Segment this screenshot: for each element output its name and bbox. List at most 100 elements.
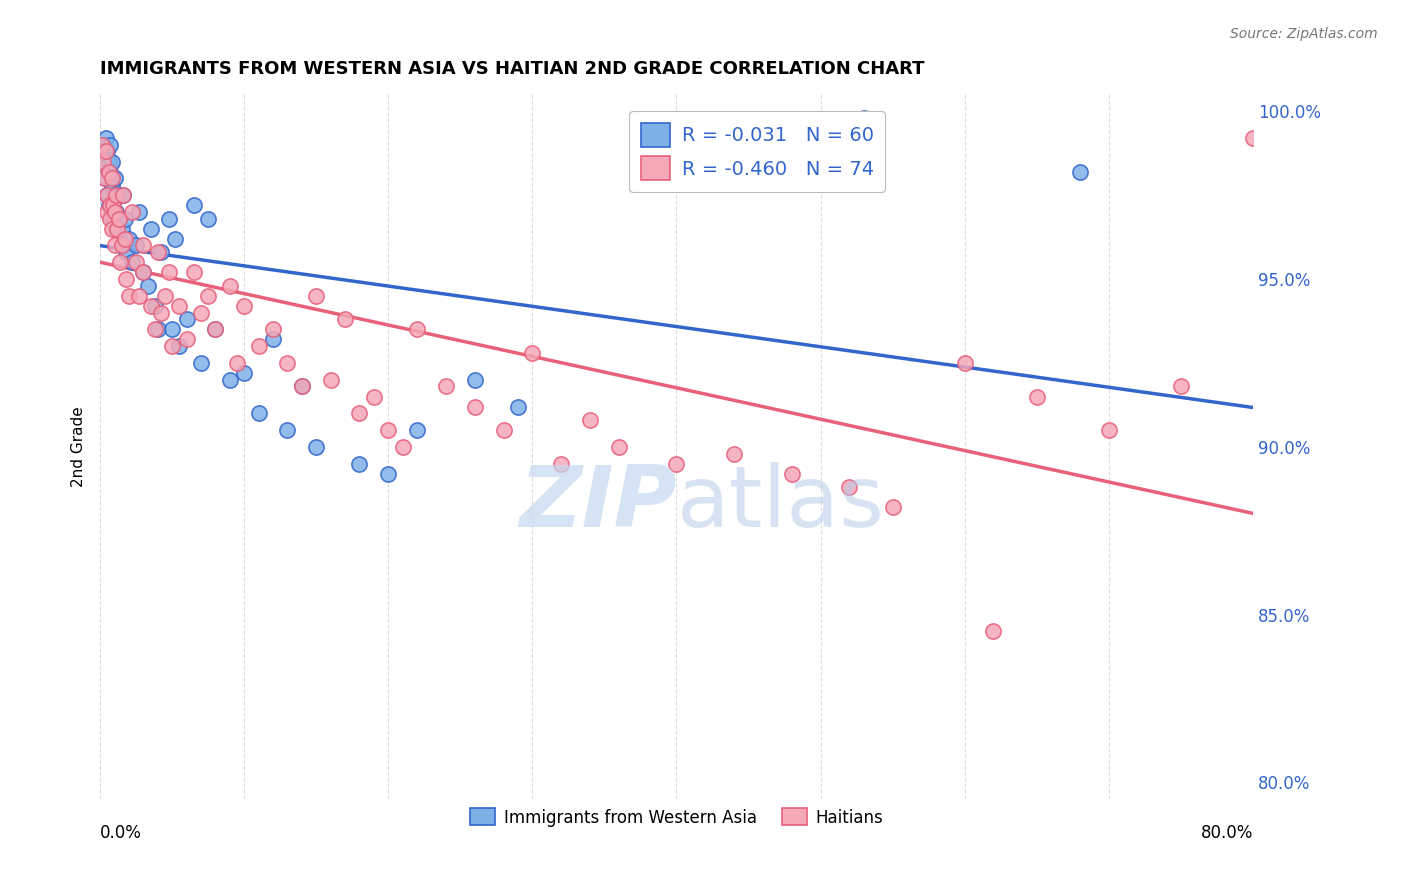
Point: [128, 289, 150, 303]
Point: [94, 171, 117, 186]
Point: [114, 232, 136, 246]
Point: [262, 333, 284, 347]
Point: [218, 278, 240, 293]
Point: [108, 211, 131, 226]
Point: [176, 333, 198, 347]
Point: [94, 145, 117, 159]
Point: [112, 188, 135, 202]
Point: [146, 245, 169, 260]
Point: [305, 289, 328, 303]
Point: [157, 211, 180, 226]
Point: [98, 164, 121, 178]
Point: [953, 356, 976, 370]
Point: [100, 171, 122, 186]
Point: [218, 373, 240, 387]
Point: [121, 255, 143, 269]
Point: [100, 178, 122, 192]
Point: [522, 346, 544, 360]
Point: [377, 423, 399, 437]
Point: [103, 188, 125, 202]
Point: [305, 440, 328, 454]
Point: [406, 322, 429, 336]
Point: [100, 205, 122, 219]
Point: [1069, 164, 1091, 178]
Point: [93, 137, 115, 152]
Point: [169, 339, 191, 353]
Point: [723, 446, 745, 460]
Text: 80.0%: 80.0%: [1201, 824, 1253, 842]
Point: [165, 232, 187, 246]
Point: [233, 299, 256, 313]
Point: [96, 188, 118, 202]
Point: [114, 211, 136, 226]
Point: [125, 238, 148, 252]
Point: [125, 255, 148, 269]
Point: [176, 312, 198, 326]
Point: [94, 131, 117, 145]
Point: [100, 221, 122, 235]
Point: [107, 188, 129, 202]
Point: [1241, 131, 1264, 145]
Point: [291, 379, 314, 393]
Point: [550, 457, 572, 471]
Point: [97, 164, 120, 178]
Point: [153, 289, 176, 303]
Point: [838, 480, 860, 494]
Point: [157, 265, 180, 279]
Point: [111, 238, 134, 252]
Point: [128, 205, 150, 219]
Point: [247, 406, 270, 420]
Point: [406, 423, 429, 437]
Point: [139, 299, 162, 313]
Point: [136, 278, 159, 293]
Point: [160, 322, 183, 336]
Point: [149, 245, 172, 260]
Legend: Immigrants from Western Asia, Haitians: Immigrants from Western Asia, Haitians: [464, 802, 890, 833]
Point: [291, 379, 314, 393]
Point: [506, 400, 529, 414]
Point: [108, 211, 131, 226]
Point: [197, 289, 219, 303]
Point: [97, 198, 120, 212]
Point: [190, 356, 212, 370]
Point: [101, 198, 124, 212]
Point: [169, 299, 191, 313]
Point: [226, 356, 249, 370]
Point: [149, 305, 172, 319]
Text: atlas: atlas: [676, 462, 884, 545]
Point: [391, 440, 413, 454]
Point: [146, 322, 169, 336]
Point: [607, 440, 630, 454]
Point: [1170, 379, 1192, 393]
Point: [118, 289, 141, 303]
Point: [110, 188, 132, 202]
Point: [112, 188, 135, 202]
Point: [665, 457, 688, 471]
Point: [103, 238, 125, 252]
Point: [852, 111, 875, 125]
Point: [276, 423, 298, 437]
Point: [143, 299, 166, 313]
Point: [262, 322, 284, 336]
Point: [104, 221, 127, 235]
Point: [110, 255, 132, 269]
Point: [132, 265, 155, 279]
Point: [115, 272, 138, 286]
Point: [363, 390, 385, 404]
Point: [96, 145, 118, 159]
Point: [276, 356, 298, 370]
Point: [204, 322, 226, 336]
Point: [183, 265, 205, 279]
Point: [1098, 423, 1121, 437]
Point: [780, 467, 803, 481]
Point: [100, 154, 122, 169]
Point: [104, 188, 127, 202]
Text: ZIP: ZIP: [519, 462, 676, 545]
Point: [96, 188, 118, 202]
Point: [118, 232, 141, 246]
Point: [183, 198, 205, 212]
Point: [90, 137, 112, 152]
Point: [882, 500, 904, 515]
Point: [247, 339, 270, 353]
Point: [91, 154, 114, 169]
